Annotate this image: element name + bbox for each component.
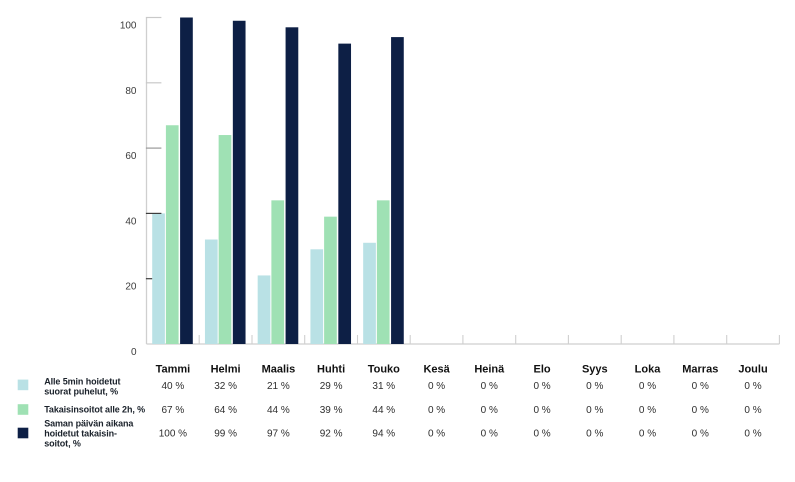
svg-text:92 %: 92 % [320,429,343,440]
svg-text:0 %: 0 % [428,429,445,440]
svg-text:29 %: 29 % [320,381,343,392]
svg-text:0 %: 0 % [586,405,603,416]
svg-text:0 %: 0 % [481,381,498,392]
svg-text:20: 20 [125,282,137,293]
svg-text:31 %: 31 % [372,381,395,392]
svg-text:Elo: Elo [534,364,551,376]
svg-text:Marras: Marras [682,364,718,376]
svg-text:32 %: 32 % [214,381,237,392]
svg-text:21 %: 21 % [267,381,290,392]
svg-text:64 %: 64 % [214,405,237,416]
svg-text:Saman päivän aikana: Saman päivän aikana [44,418,134,428]
svg-text:Touko: Touko [368,364,400,376]
svg-text:0 %: 0 % [744,405,761,416]
svg-text:Maalis: Maalis [262,364,296,376]
svg-text:0 %: 0 % [533,405,550,416]
svg-text:0 %: 0 % [428,381,445,392]
svg-text:Huhti: Huhti [317,364,345,376]
svg-text:suorat puhelut, %: suorat puhelut, % [44,386,118,396]
svg-text:0 %: 0 % [481,405,498,416]
svg-text:0: 0 [131,347,137,358]
svg-text:0 %: 0 % [639,381,656,392]
svg-text:39 %: 39 % [320,405,343,416]
svg-text:99 %: 99 % [214,429,237,440]
svg-text:40: 40 [125,216,137,227]
svg-text:100: 100 [120,21,137,32]
svg-text:Tammi: Tammi [156,364,191,376]
svg-text:40 %: 40 % [162,381,185,392]
svg-text:100 %: 100 % [159,429,187,440]
svg-text:94 %: 94 % [372,429,395,440]
svg-text:0 %: 0 % [692,429,709,440]
svg-text:0 %: 0 % [586,381,603,392]
svg-text:0 %: 0 % [639,429,656,440]
svg-text:hoidetut takaisin-: hoidetut takaisin- [44,428,117,438]
svg-text:0 %: 0 % [481,429,498,440]
svg-text:44 %: 44 % [267,405,290,416]
svg-text:Alle 5min hoidetut: Alle 5min hoidetut [44,376,120,386]
svg-text:0 %: 0 % [586,429,603,440]
svg-text:0 %: 0 % [692,405,709,416]
svg-text:0 %: 0 % [533,381,550,392]
svg-text:0 %: 0 % [639,405,656,416]
svg-text:Syys: Syys [582,364,608,376]
svg-text:0 %: 0 % [744,429,761,440]
svg-text:Kesä: Kesä [423,364,450,376]
svg-text:97 %: 97 % [267,429,290,440]
svg-text:Loka: Loka [635,364,662,376]
svg-text:Heinä: Heinä [474,364,505,376]
svg-text:0 %: 0 % [692,381,709,392]
svg-text:Helmi: Helmi [211,364,241,376]
svg-text:67 %: 67 % [162,405,185,416]
svg-text:0 %: 0 % [428,405,445,416]
svg-text:0 %: 0 % [744,381,761,392]
svg-text:44 %: 44 % [372,405,395,416]
svg-text:0 %: 0 % [533,429,550,440]
svg-text:Joulu: Joulu [738,364,767,376]
svg-text:Takaisinsoitot alle 2h, %: Takaisinsoitot alle 2h, % [44,404,145,414]
svg-text:soitot, %: soitot, % [44,438,81,448]
svg-text:60: 60 [125,151,137,162]
svg-text:80: 80 [125,86,137,97]
